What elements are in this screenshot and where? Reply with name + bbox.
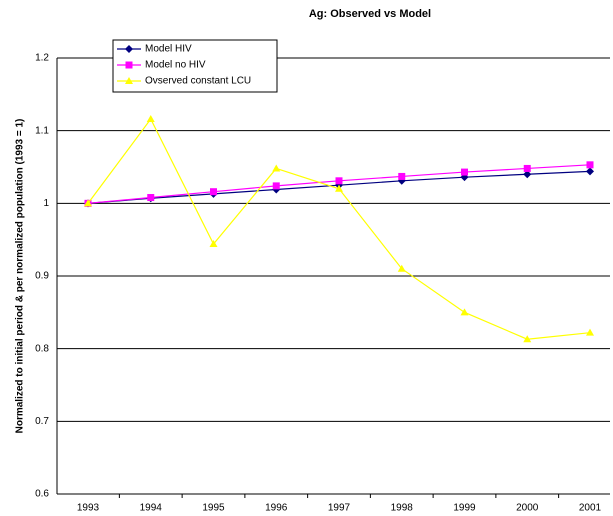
y-tick-label: 0.8	[35, 343, 49, 354]
data-point	[398, 172, 406, 180]
x-tick-label: 2000	[516, 503, 539, 514]
data-point	[586, 167, 594, 176]
data-point	[84, 199, 92, 207]
data-point	[209, 240, 218, 248]
x-tick-label: 1998	[391, 503, 414, 514]
y-tick-label: 1	[43, 198, 49, 209]
data-point	[146, 115, 155, 123]
y-tick-label: 1.1	[35, 125, 49, 136]
data-point	[272, 164, 281, 172]
data-point	[147, 194, 155, 202]
legend-marker	[125, 45, 133, 53]
data-point	[523, 164, 531, 172]
x-tick-label: 1995	[202, 503, 225, 514]
x-tick-label: 1999	[453, 503, 476, 514]
x-tick-label: 2001	[579, 503, 602, 514]
data-point	[272, 182, 280, 190]
data-point	[461, 168, 468, 176]
y-tick-label: 0.6	[35, 489, 49, 500]
legend-label: Model no HIV	[145, 60, 206, 71]
series-line	[87, 117, 591, 340]
x-tick-label: 1997	[328, 503, 351, 514]
data-point	[523, 170, 532, 179]
data-point	[586, 328, 594, 336]
legend-marker	[125, 77, 133, 84]
chart-title: Ag: Observed vs Model	[309, 8, 431, 20]
data-point	[335, 177, 343, 185]
legend-marker	[125, 61, 133, 69]
y-tick-label: 0.7	[35, 416, 49, 427]
x-tick-label: 1994	[140, 503, 163, 514]
x-tick-label: 1996	[265, 503, 288, 514]
data-point	[523, 335, 532, 343]
data-point	[460, 308, 469, 316]
legend-label: Ovserved constant LCU	[145, 76, 251, 87]
legend-label: Model HIV	[145, 44, 192, 55]
x-tick-label: 1993	[77, 503, 100, 514]
y-tick-label: 1.2	[35, 53, 49, 64]
data-point	[586, 161, 594, 169]
data-point	[335, 184, 343, 192]
data-point	[210, 188, 217, 196]
y-tick-label: 0.9	[35, 271, 49, 282]
y-axis-label: Normalized to initial period & per norma…	[15, 119, 26, 434]
data-point	[397, 264, 406, 272]
